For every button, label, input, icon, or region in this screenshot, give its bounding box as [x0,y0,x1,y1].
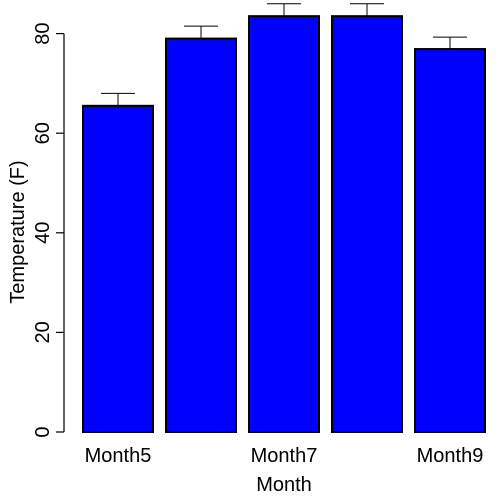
y-axis-title: Temperature (F) [7,160,29,303]
category-label-month7: Month7 [251,445,318,467]
bar-month8 [331,15,403,433]
bar-month5 [82,104,154,433]
y-tick-label-0: 0 [32,426,54,437]
bar-month6 [165,37,237,434]
bar-month9 [414,48,486,434]
category-label-month9: Month9 [417,445,484,467]
x-axis-title: Month [256,474,312,496]
bar-month7 [248,15,320,433]
category-label-month5: Month5 [85,445,152,467]
y-tick-label-80: 80 [32,22,54,44]
y-axis: 0 20 40 60 80 [32,22,65,438]
y-tick-label-40: 40 [32,222,54,244]
error-bars-group [101,3,467,106]
x-axis-labels: Month5 Month7 Month9 [85,445,484,467]
y-tick-label-20: 20 [32,321,54,343]
y-tick-label-60: 60 [32,122,54,144]
bars-group [82,15,486,434]
